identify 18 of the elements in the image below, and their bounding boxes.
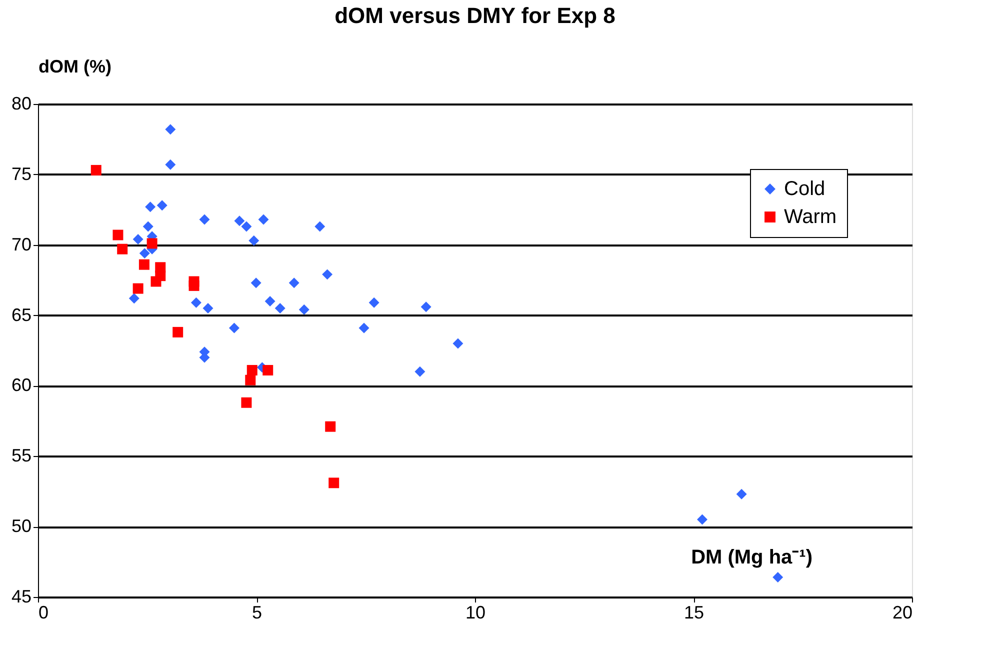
x-tick-label: 0 bbox=[38, 602, 49, 622]
y-tick-label: 75 bbox=[11, 164, 32, 184]
y-tick-label: 80 bbox=[11, 94, 32, 114]
x-tick-label: 5 bbox=[252, 602, 262, 622]
x-tick-label: 10 bbox=[465, 602, 486, 622]
y-axis-title: dOM (%) bbox=[38, 56, 112, 76]
y-tick-label: 45 bbox=[11, 586, 32, 606]
legend-label: Warm bbox=[784, 206, 837, 228]
x-axis-title: DM (Mg ha⁻¹) bbox=[691, 546, 812, 568]
chart-title: dOM versus DMY for Exp 8 bbox=[334, 3, 616, 28]
x-tick-label: 15 bbox=[684, 602, 704, 622]
y-tick-label: 70 bbox=[11, 234, 32, 254]
y-tick-label: 60 bbox=[11, 375, 32, 396]
y-tick-label: 65 bbox=[11, 304, 32, 325]
y-tick-label: 55 bbox=[11, 446, 32, 466]
x-tick-label: 20 bbox=[892, 602, 912, 622]
y-tick-label: 50 bbox=[11, 516, 32, 536]
legend-label: Cold bbox=[784, 178, 826, 200]
